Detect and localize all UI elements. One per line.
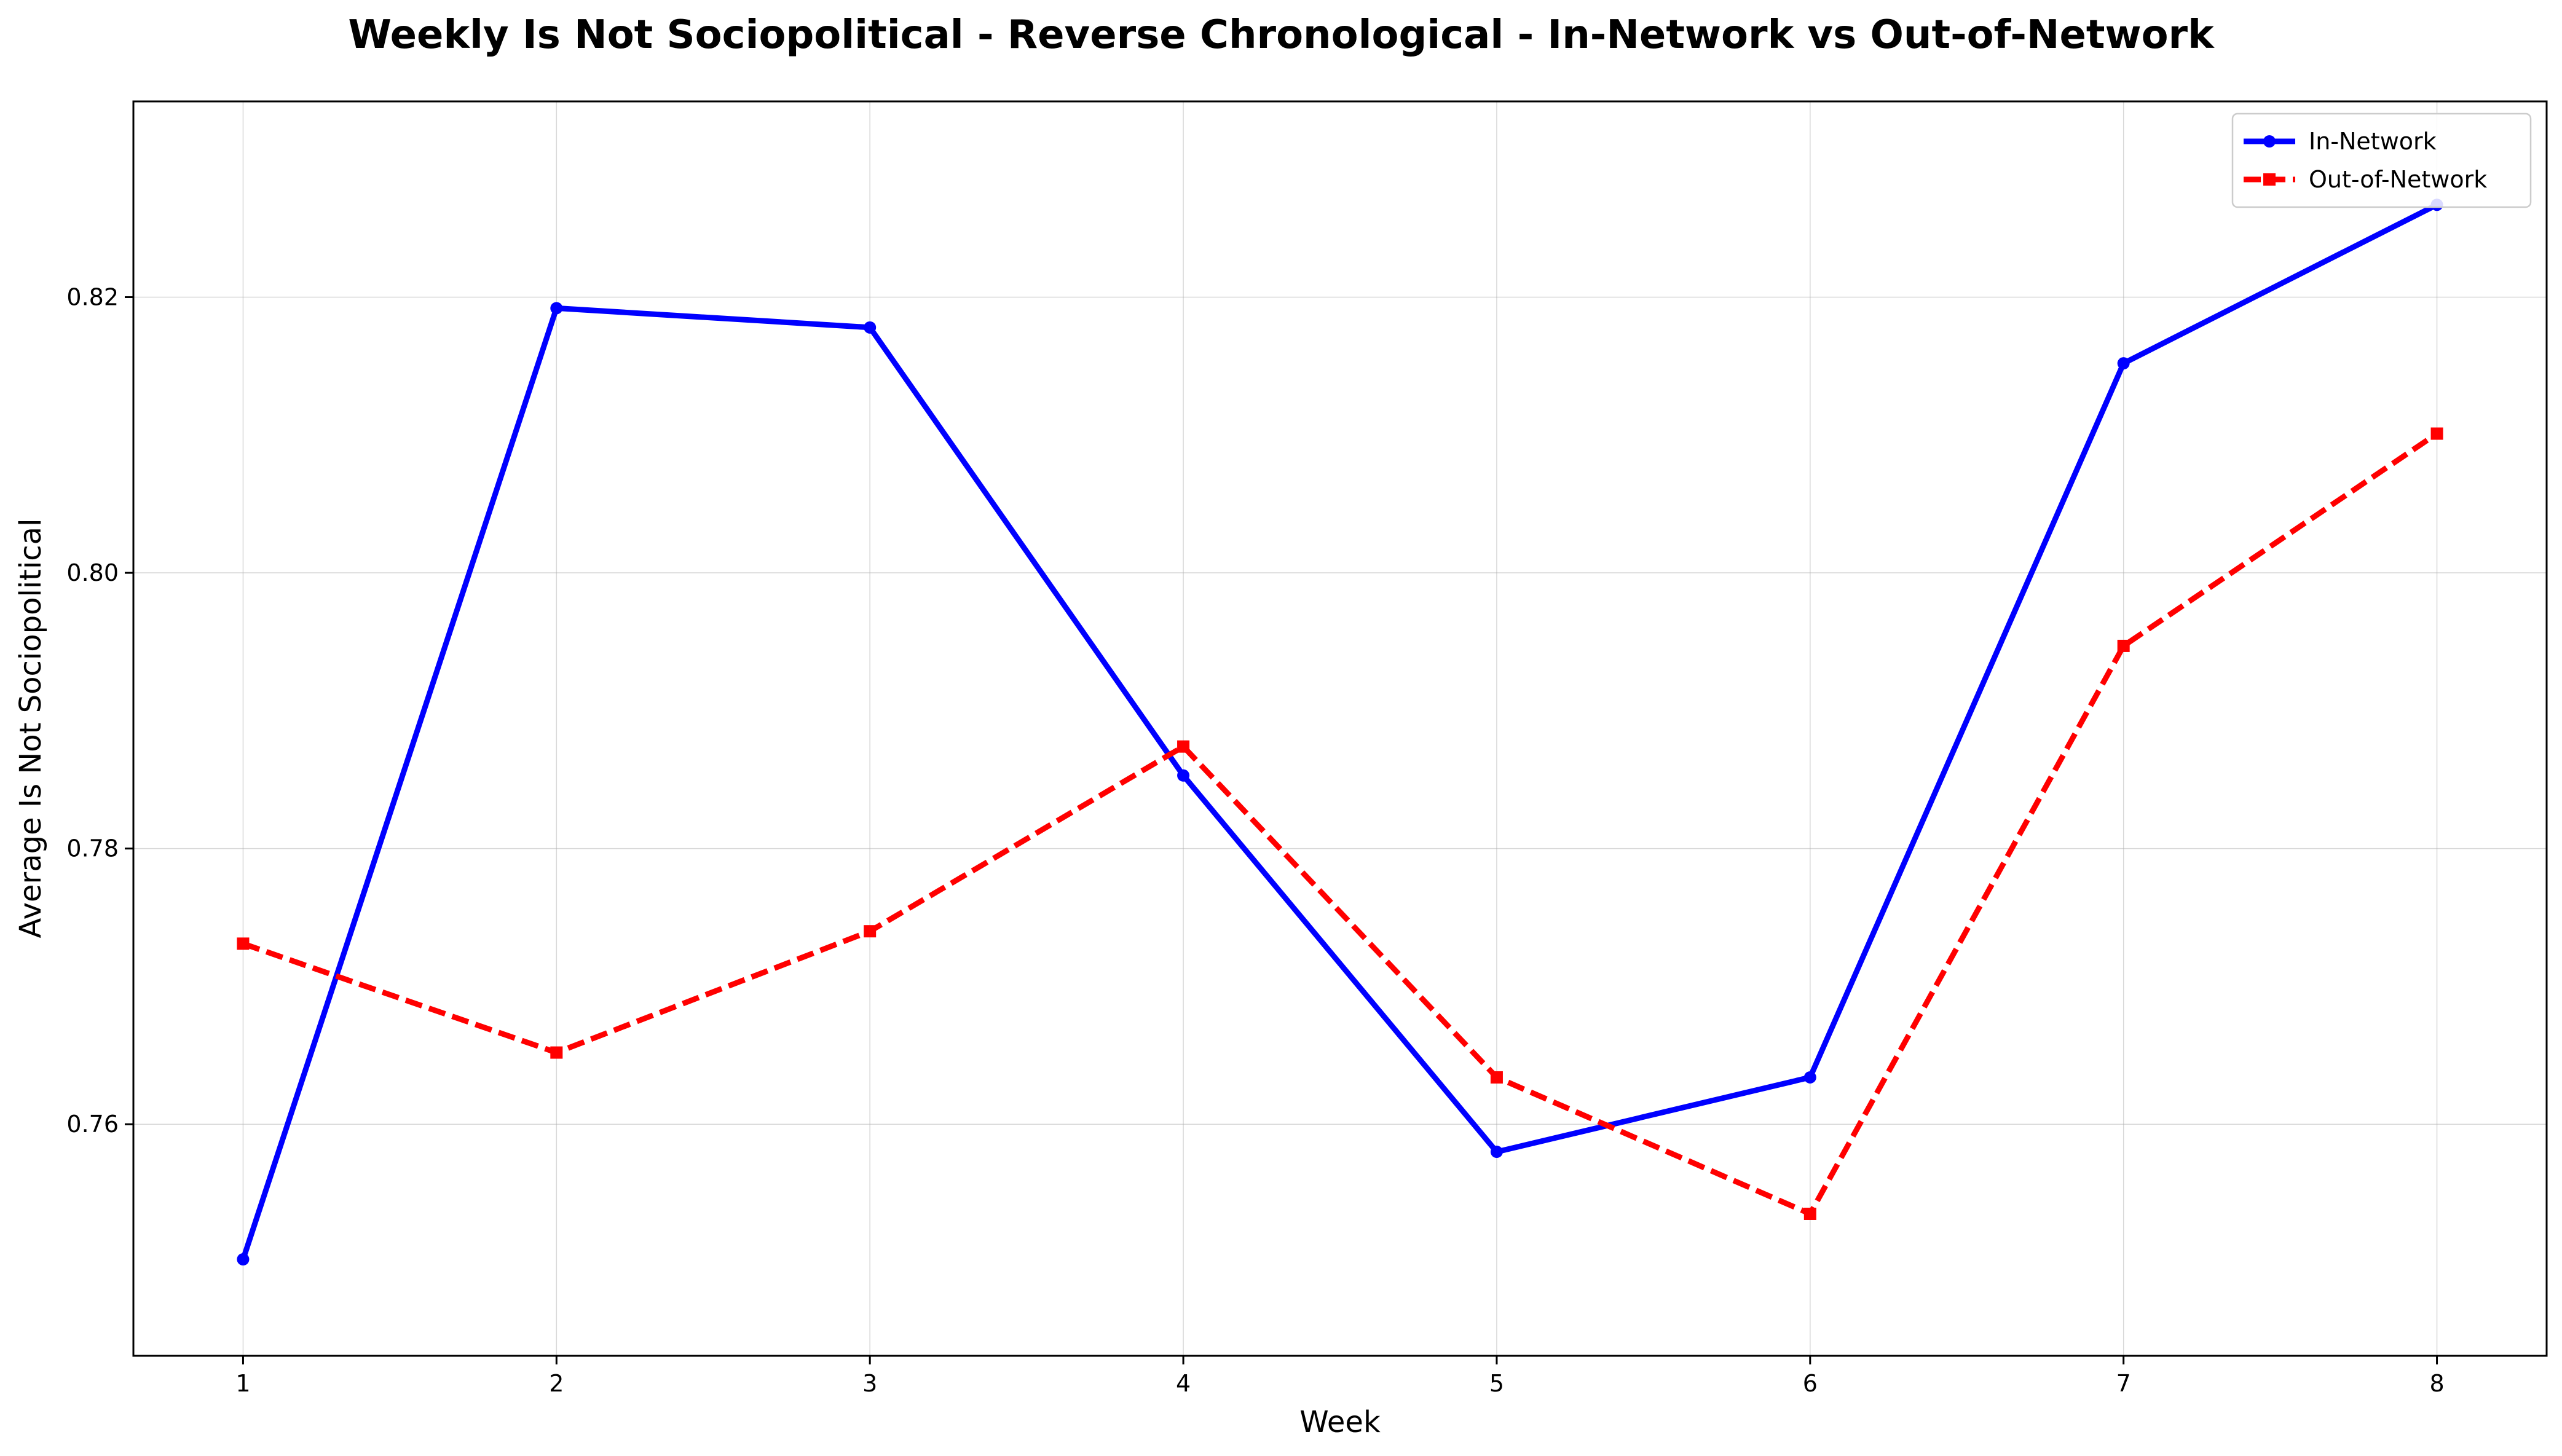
plot-frame [132, 100, 2548, 1357]
y-tick-label: 0.80 [66, 559, 119, 586]
y-tick-label: 0.76 [66, 1111, 119, 1138]
series-layer [237, 199, 2443, 1265]
x-tick-label: 6 [1803, 1370, 1818, 1397]
x-tick-label: 2 [549, 1370, 564, 1397]
legend-label-out-of-network: Out-of-Network [2309, 166, 2487, 193]
out-of-network-data-point [550, 1046, 563, 1059]
out-of-network-series-line [242, 431, 2439, 1217]
out-of-network-data-point [1803, 1207, 1816, 1220]
x-tick-label: 7 [2116, 1370, 2131, 1397]
grid-lines [133, 101, 2547, 1356]
in-network-data-point [237, 1253, 250, 1265]
legend-marker-out-of-network [2263, 173, 2276, 186]
out-of-network-data-point [2117, 639, 2130, 652]
in-network-series-line [240, 202, 2438, 1261]
x-tick-label: 8 [2429, 1370, 2444, 1397]
legend-box [2231, 112, 2532, 208]
x-axis-label: Week [1299, 1405, 1381, 1439]
x-tick-label: 1 [235, 1370, 250, 1397]
x-tick-label: 5 [1489, 1370, 1504, 1397]
x-tick-label: 3 [862, 1370, 877, 1397]
in-network-data-point [1490, 1146, 1503, 1159]
out-of-network-data-point [1490, 1071, 1503, 1084]
in-network-data-point [1803, 1071, 1816, 1084]
y-tick-label: 0.78 [66, 835, 119, 862]
in-network-data-point [550, 302, 563, 315]
in-network-data-point [2117, 357, 2130, 370]
tick-layer: 1 2 3 4 5 6 7 8 0.76 0.78 0.80 0.82 [66, 283, 2444, 1397]
in-network-data-point [864, 321, 877, 334]
x-tick-label: 4 [1176, 1370, 1191, 1397]
in-network-data-point [1177, 769, 1190, 782]
y-tick-label: 0.82 [66, 283, 119, 310]
legend-marker-in-network [2263, 135, 2276, 148]
chart-title: Weekly Is Not Sociopolitical - Reverse C… [348, 12, 2215, 58]
y-axis-label: Average Is Not Sociopolitical [14, 519, 48, 939]
out-of-network-data-point [237, 937, 250, 950]
out-of-network-data-point [1177, 740, 1190, 753]
out-of-network-data-point [2430, 427, 2443, 440]
legend: In-Network Out-of-Network [2231, 112, 2532, 208]
out-of-network-data-point [864, 925, 877, 938]
legend-label-in-network: In-Network [2309, 128, 2437, 155]
